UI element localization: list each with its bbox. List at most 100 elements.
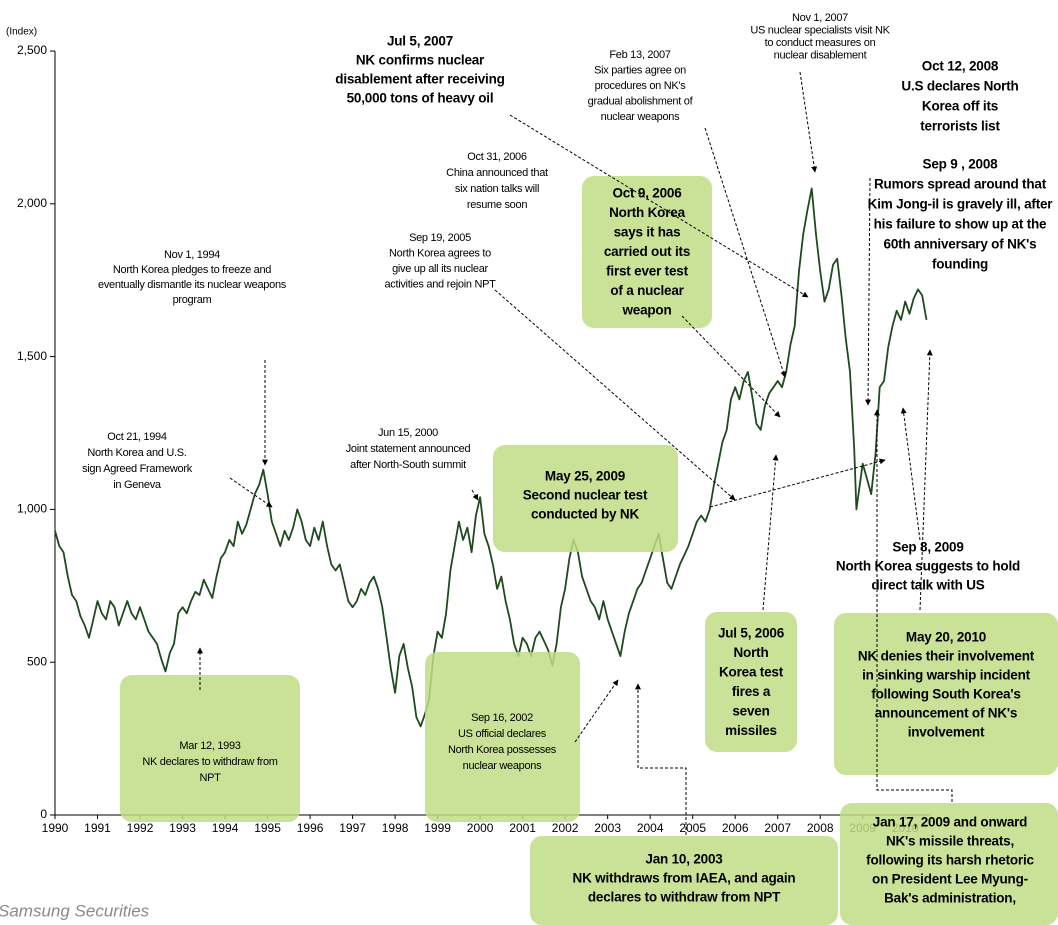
x-tick-label: 2004	[637, 821, 664, 835]
annotation-arrow	[509, 114, 809, 298]
annotation-text: Jul 5, 2007	[387, 34, 453, 49]
x-tick-label: 2002	[552, 821, 579, 835]
annotation-arrow	[900, 407, 921, 541]
annotation-arrow	[494, 289, 736, 501]
annotation-text: NK's missile threats,	[886, 834, 1014, 849]
annotation-text: Joint statement announced	[346, 443, 471, 455]
annotation-arrow	[229, 477, 273, 508]
x-tick-label: 2001	[509, 821, 536, 835]
annotation-text: China announced that	[446, 167, 548, 179]
annotation-text: NK denies their involvement	[858, 649, 1035, 664]
annotation-text: North Korea pledges to freeze and	[113, 264, 271, 276]
annotation-text: North Korea agrees to	[389, 247, 491, 259]
annotation-text: eventually dismantle its nuclear weapons	[98, 279, 287, 291]
annotation-arrow	[635, 683, 687, 835]
annotation-text: weapon	[621, 303, 671, 318]
annotation-text: fires a	[732, 684, 771, 699]
annotation-arrow	[471, 489, 479, 501]
annotation-text: activities and rejoin NPT	[384, 278, 496, 290]
annotation-text: Jan 17, 2009 and onward	[873, 815, 1027, 830]
x-tick-label: 2005	[679, 821, 706, 835]
annotation-text: Nov 1, 2007	[792, 12, 848, 24]
annotation-text: direct talk with US	[871, 578, 984, 593]
annotation-text: resume soon	[467, 199, 527, 211]
annotation-text: six nation talks will	[455, 183, 539, 195]
x-tick-label: 2006	[722, 821, 749, 835]
annotation-text: Korea test	[719, 665, 784, 680]
x-tick-label: 1998	[382, 821, 409, 835]
annotation-text: 60th anniversary of NK's	[884, 237, 1037, 252]
annotation-text: 50,000 tons of heavy oil	[347, 91, 494, 106]
annotation-arrow	[704, 127, 787, 378]
annotation-arrow	[574, 679, 619, 743]
annotation-text: Kim Jong-il is gravely ill, after	[868, 197, 1054, 212]
annotation-text: following its harsh rhetoric	[866, 853, 1034, 868]
annotation-text: program	[173, 294, 212, 306]
annotation-text: NK declares to withdraw from	[142, 756, 277, 768]
x-tick-label: 1991	[84, 821, 111, 835]
annotation-text: North Korea	[609, 205, 685, 220]
annotation-text: U.S declares North	[901, 79, 1018, 94]
x-tick-label: 1994	[212, 821, 239, 835]
annotation-text: nuclear weapons	[601, 111, 680, 123]
annotation-box	[840, 803, 1058, 925]
annotation-text: involvement	[908, 725, 985, 740]
annotation-arrow	[799, 71, 818, 173]
annotation-arrow	[762, 454, 779, 611]
annotation-text: of a nuclear	[610, 283, 684, 298]
annotation-box	[493, 445, 678, 552]
annotation-text: to conduct measures on	[765, 37, 876, 49]
annotation-arrow	[874, 409, 953, 802]
annotation-text: NK confirms nuclear	[356, 53, 485, 68]
annotation-text: disablement after receiving	[335, 72, 504, 87]
annotation-text: procedures on NK's	[595, 80, 687, 92]
annotation-text: US nuclear specialists visit NK	[750, 24, 890, 36]
annotation-text: founding	[932, 257, 988, 272]
annotation-text: on President Lee Myung-	[872, 872, 1028, 887]
annotation-box	[530, 836, 838, 925]
y-axis-label: (Index)	[6, 27, 37, 38]
annotation-text: Bak's administration,	[884, 891, 1016, 906]
annotation-text: his failure to show up at the	[874, 217, 1047, 232]
annotation-text: carried out its	[604, 244, 690, 259]
annotation-box	[705, 612, 797, 752]
annotation-text: announcement of NK's	[875, 706, 1017, 721]
annotation-text: May 25, 2009	[545, 469, 625, 484]
annotation-text: Oct 9, 2006	[612, 186, 682, 201]
annotation-arrow	[865, 177, 872, 406]
annotation-text: Sep 8, 2009	[892, 540, 963, 555]
x-tick-label: 1990	[42, 821, 69, 835]
x-tick-label: 1993	[169, 821, 196, 835]
annotation-text: North Korea and U.S.	[87, 447, 186, 459]
x-tick-label: 1997	[339, 821, 366, 835]
annotation-text: NPT	[199, 772, 221, 784]
annotation-text: seven	[732, 704, 769, 719]
annotation-box	[120, 675, 300, 822]
annotation-arrow	[709, 458, 886, 508]
annotation-text: Mar 12, 1993	[179, 740, 240, 752]
annotation-text: nuclear disablement	[774, 49, 867, 61]
x-tick-label: 1996	[297, 821, 324, 835]
annotation-text: Sep 16, 2002	[471, 712, 533, 724]
annotation-text: Jun 15, 2000	[378, 427, 438, 439]
annotation-text: give up all its nuclear	[392, 263, 488, 275]
x-tick-label: 2007	[764, 821, 791, 835]
annotation-text: Six parties agree on	[594, 64, 686, 76]
annotation-text: sign Agreed Framework	[82, 463, 193, 475]
annotation-text: following South Korea's	[871, 687, 1020, 702]
annotation-box	[582, 176, 712, 328]
x-tick-label: 2000	[467, 821, 494, 835]
annotation-text: North Korea possesses	[448, 744, 557, 756]
annotation-text: North	[734, 645, 769, 660]
annotation-text: Oct 12, 2008	[922, 59, 999, 74]
annotation-text: gradual abolishment of	[588, 95, 694, 107]
annotation-text: Jan 10, 2003	[645, 852, 723, 867]
x-tick-label: 2008	[807, 821, 834, 835]
annotation-text: Sep 9 , 2008	[923, 157, 999, 172]
y-tick-label: 500	[27, 654, 47, 668]
annotation-text: North Korea suggests to hold	[836, 559, 1020, 574]
annotation-text: NK withdraws from IAEA, and again	[573, 871, 796, 886]
annotation-text: Korea off its	[922, 99, 998, 114]
annotation-text: Sep 19, 2005	[409, 232, 471, 244]
